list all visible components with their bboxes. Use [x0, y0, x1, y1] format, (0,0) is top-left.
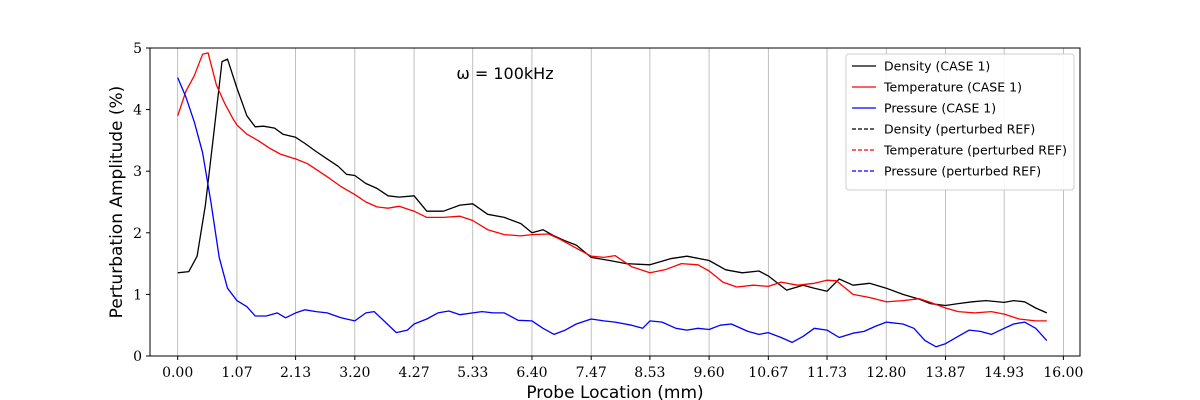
x-tick-label: 14.93: [984, 365, 1024, 381]
legend-label: Pressure (perturbed REF): [884, 164, 1041, 179]
x-tick-label: 16.00: [1043, 365, 1083, 381]
x-axis-label: Probe Location (mm): [526, 383, 703, 400]
series-lines: [177, 52, 1048, 348]
x-tick-label: 12.80: [866, 365, 906, 381]
y-tick-label: 2: [133, 226, 142, 242]
legend-label: Density (CASE 1): [884, 59, 990, 74]
grid-lines: [177, 48, 1064, 356]
y-tick-label: 5: [133, 41, 142, 57]
series-line-pressure-case-1: [177, 77, 1048, 348]
x-tick-label: 9.60: [694, 365, 725, 381]
x-tick-label: 11.73: [807, 365, 847, 381]
legend-label: Pressure (CASE 1): [884, 101, 996, 116]
series-line-density-case-1: [177, 58, 1048, 314]
legend-label: Temperature (CASE 1): [883, 80, 1022, 95]
legend-label: Density (perturbed REF): [884, 122, 1035, 137]
y-axis-label: Perturbation Amplitude (%): [107, 86, 127, 319]
frequency-annotation: ω = 100kHz: [456, 64, 553, 83]
x-tick-label: 0.00: [162, 365, 193, 381]
x-tick-label: 1.07: [221, 365, 252, 381]
legend-box: [845, 53, 1075, 191]
x-tick-label: 4.27: [398, 365, 429, 381]
legend: Density (CASE 1) Temperature (CASE 1) Pres…: [845, 53, 1075, 191]
y-tick-label: 4: [133, 103, 142, 119]
x-tick-label: 10.67: [748, 365, 788, 381]
x-axis: 0.00 1.07 2.13 3.20 4.27 5.33 6.40 7.47 8.53 9.60…: [162, 356, 1083, 381]
x-tick-label: 5.33: [457, 365, 488, 381]
y-tick-label: 0: [133, 349, 142, 365]
x-tick-label: 13.87: [925, 365, 965, 381]
x-tick-label: 2.13: [280, 365, 311, 381]
x-tick-label: 7.47: [576, 365, 607, 381]
legend-label: Temperature (perturbed REF): [883, 143, 1067, 158]
series-line-temperature-case-1: [177, 52, 1047, 322]
x-tick-label: 8.53: [634, 365, 665, 381]
y-tick-label: 1: [133, 287, 142, 303]
plot-frame: [149, 47, 1081, 357]
x-tick-label: 6.40: [516, 365, 547, 381]
y-axis: 0 1 2 3 4 5: [133, 41, 150, 365]
x-tick-label: 3.20: [339, 365, 370, 381]
y-tick-label: 3: [133, 164, 142, 180]
